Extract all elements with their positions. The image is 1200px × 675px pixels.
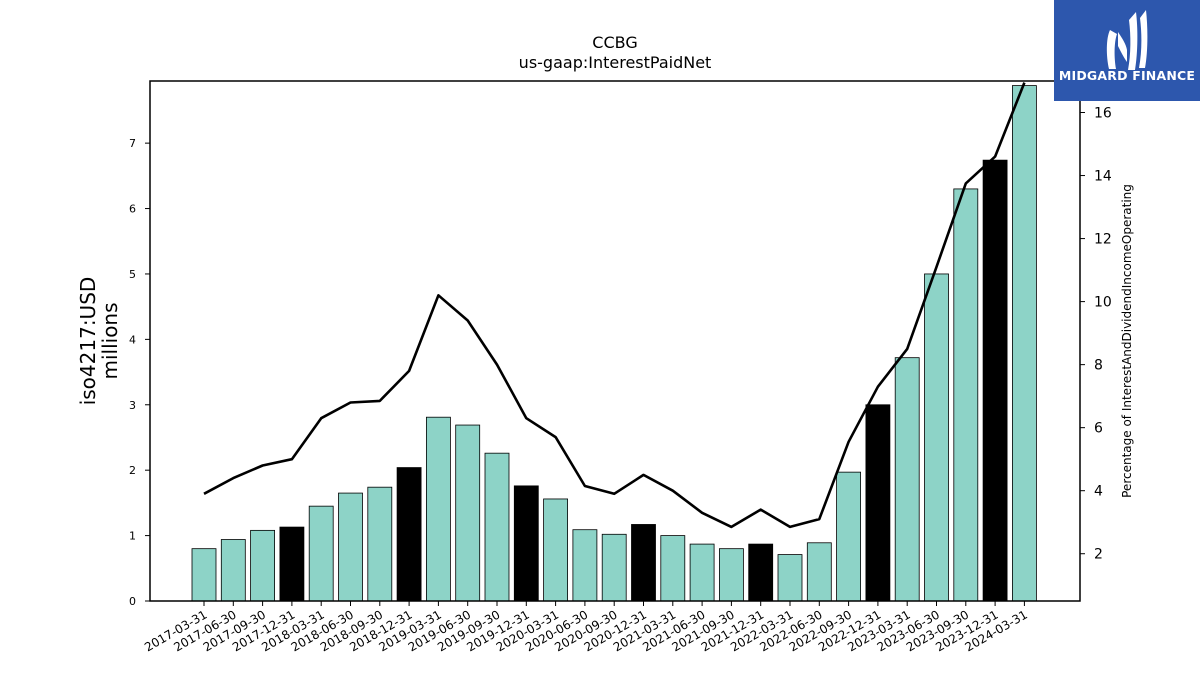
bar — [250, 529, 276, 602]
y-tick-label: 3 — [129, 399, 136, 412]
bar — [894, 357, 920, 602]
y-tick-label: 4 — [129, 333, 136, 346]
bar — [748, 543, 774, 602]
y-tick-label: 0 — [129, 595, 136, 608]
bar — [279, 526, 305, 602]
x-axis: 2017-03-312017-06-302017-09-302017-12-31… — [142, 601, 1030, 654]
bar — [806, 542, 832, 602]
y-axis-left: 0 1 2 3 4 5 6 7 — [129, 137, 150, 608]
chart-subtitle: us-gaap:InterestPaidNet — [519, 53, 712, 72]
y-axis-label-group: iso4217:USD millions — [76, 277, 122, 406]
y2-axis-label: Percentage of InterestAndDividendIncomeO… — [1120, 184, 1134, 498]
y-tick-label: 7 — [129, 137, 136, 150]
y2-tick-label: 4 — [1094, 484, 1103, 500]
y2-tick-label: 16 — [1094, 106, 1112, 122]
y-axis-label-sub: millions — [98, 302, 122, 379]
bar — [953, 188, 979, 602]
y-tick-label: 1 — [129, 530, 136, 543]
bar — [308, 505, 334, 602]
bar — [689, 543, 715, 602]
bar — [338, 492, 363, 602]
logo-mark-icon — [1106, 10, 1148, 70]
y-axis-right: 2 4 6 8 10 12 14 16 — [1080, 106, 1112, 563]
bar — [220, 539, 246, 602]
bar — [777, 554, 803, 602]
y2-tick-label: 2 — [1094, 547, 1103, 563]
y-tick-label: 5 — [129, 268, 136, 281]
bar — [631, 524, 656, 602]
bar — [865, 404, 891, 602]
bar — [1012, 85, 1037, 602]
bar — [660, 535, 686, 602]
bar — [367, 486, 393, 602]
y-tick-label: 2 — [129, 464, 136, 477]
bar — [982, 159, 1008, 602]
y-tick-label: 6 — [129, 203, 136, 216]
bar — [543, 498, 568, 602]
bar — [601, 533, 627, 602]
bars — [191, 85, 1037, 602]
y2-tick-label: 14 — [1094, 169, 1112, 185]
series-line — [203, 82, 1026, 529]
bar — [396, 467, 422, 602]
plot-frame — [149, 80, 1081, 602]
bar — [572, 529, 598, 602]
series-line-group — [203, 82, 1026, 529]
y2-tick-label: 8 — [1094, 358, 1103, 374]
bar — [484, 452, 510, 602]
chart-title: CCBG — [592, 33, 637, 52]
midgard-finance-logo: MIDGARD FINANCE — [1054, 0, 1200, 101]
y2-tick-label: 6 — [1094, 421, 1103, 437]
bar — [191, 548, 217, 602]
bar — [513, 485, 539, 602]
y-axis-label: iso4217:USD — [76, 277, 100, 406]
y2-tick-label: 10 — [1094, 295, 1112, 311]
bar — [455, 424, 481, 602]
y2-tick-label: 12 — [1094, 232, 1112, 248]
logo-text: MIDGARD FINANCE — [1058, 68, 1196, 83]
bar — [924, 273, 949, 602]
bar — [719, 548, 744, 602]
bar — [836, 471, 861, 602]
bar — [425, 416, 451, 602]
